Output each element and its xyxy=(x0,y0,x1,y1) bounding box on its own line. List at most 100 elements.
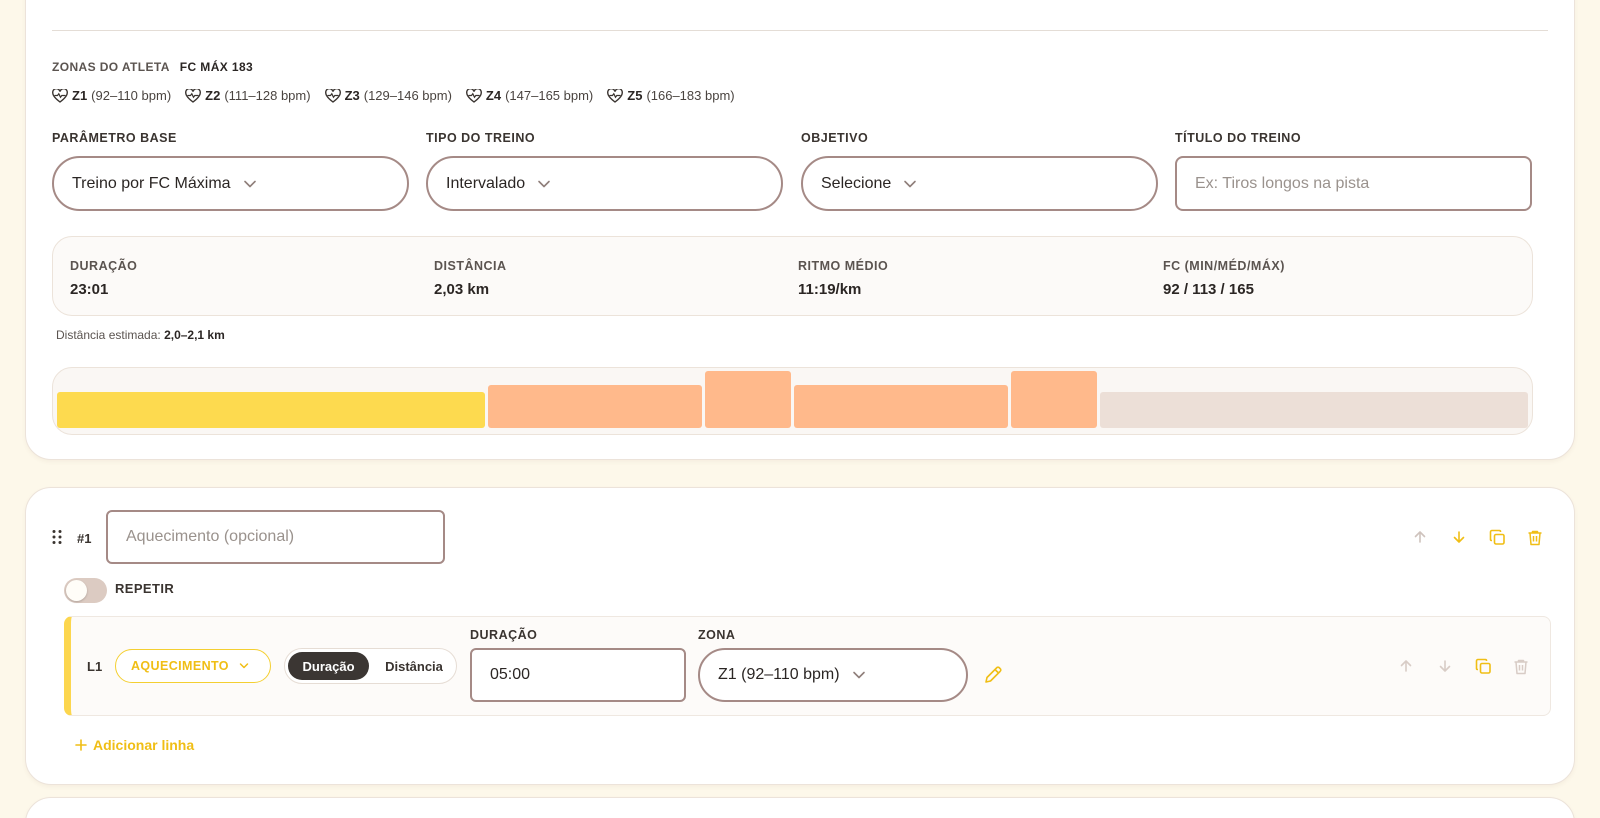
line-duration-label: DURAÇÃO xyxy=(470,628,538,642)
summary-distance-value: 2,03 km xyxy=(434,281,490,298)
timeline-segment-z2 xyxy=(794,385,1009,428)
summary-distance-label: DISTÂNCIA xyxy=(434,259,507,273)
base-param-label: PARÂMETRO BASE xyxy=(52,131,177,145)
workout-title-input[interactable]: Ex: Tiros longos na pista xyxy=(1175,156,1532,211)
delete-button[interactable] xyxy=(1525,527,1545,547)
zone-range: (166–183 bpm) xyxy=(646,88,735,103)
heart-rate-icon xyxy=(324,88,341,103)
zone-code: Z1 xyxy=(72,88,88,103)
repeat-toggle[interactable] xyxy=(64,578,107,603)
workout-title-label: TÍTULO DO TREINO xyxy=(1175,131,1302,145)
mode-duration-option[interactable]: Duração xyxy=(288,652,369,680)
line-id: L1 xyxy=(87,659,103,674)
summary-pace-label: RITMO MÉDIO xyxy=(798,259,889,273)
line-type-select[interactable]: AQUECIMENTO xyxy=(115,649,271,683)
objective-value: Selecione xyxy=(821,174,892,192)
line-duplicate-button[interactable] xyxy=(1473,656,1493,676)
summary-pace: RITMO MÉDIO 11:19/km xyxy=(798,259,888,298)
trash-icon xyxy=(1514,659,1528,674)
workout-type-label: TIPO DO TREINO xyxy=(426,131,536,145)
line-duration-value: 05:00 xyxy=(490,666,531,683)
estimated-distance: Distância estimada: 2,0–2,1 km xyxy=(56,328,225,342)
add-line-label: Adicionar linha xyxy=(93,737,195,753)
plus-icon xyxy=(75,739,87,751)
duplicate-button[interactable] xyxy=(1487,527,1507,547)
line-zone-select[interactable]: Z1 (92–110 bpm) xyxy=(698,648,968,702)
line-duration-input[interactable]: 05:00 xyxy=(470,648,686,702)
objective-label: OBJETIVO xyxy=(801,131,869,145)
add-line-button[interactable]: Adicionar linha xyxy=(75,737,194,753)
timeline-segment-z1 xyxy=(1099,392,1528,428)
toggle-knob xyxy=(66,580,87,601)
zones-list: Z1 (92–110 bpm) Z2 (111–128 bpm) Z3 (129… xyxy=(52,88,735,103)
workout-summary: DURAÇÃO 23:01 DISTÂNCIA 2,03 km RITMO MÉ… xyxy=(52,236,1533,316)
zone-code: Z5 xyxy=(627,88,643,103)
summary-duration: DURAÇÃO 23:01 xyxy=(70,259,137,298)
summary-duration-label: DURAÇÃO xyxy=(70,259,138,273)
block-title-placeholder: Aquecimento (opcional) xyxy=(126,528,295,545)
summary-hr-label: FC (MIN/MÉD/MÁX) xyxy=(1163,259,1285,273)
block-title-input[interactable]: Aquecimento (opcional) xyxy=(106,510,445,564)
summary-duration-value: 23:01 xyxy=(70,281,109,298)
workout-timeline xyxy=(52,367,1533,435)
workout-type-select[interactable]: Intervalado xyxy=(426,156,783,211)
arrow-down-icon xyxy=(1439,660,1451,672)
zone-range: (92–110 bpm) xyxy=(91,88,172,103)
arrow-up-icon xyxy=(1400,660,1412,672)
zone-chip-z4: Z4 (147–165 bpm) xyxy=(466,88,593,103)
drag-handle-icon[interactable] xyxy=(51,529,63,545)
estimated-distance-value: 2,0–2,1 km xyxy=(164,328,225,342)
athlete-zones-label: ZONAS DO ATLETA xyxy=(52,60,170,74)
summary-distance: DISTÂNCIA 2,03 km xyxy=(434,259,507,298)
copy-icon xyxy=(1489,529,1505,545)
heart-rate-icon xyxy=(466,88,482,103)
line-zone-label: ZONA xyxy=(698,628,736,642)
move-down-button[interactable] xyxy=(1449,527,1469,547)
zone-chip-z3: Z3 (129–146 bpm) xyxy=(324,88,452,103)
workout-title-placeholder: Ex: Tiros longos na pista xyxy=(1195,174,1370,192)
objective-select[interactable]: Selecione xyxy=(801,156,1158,211)
zone-range: (147–165 bpm) xyxy=(505,88,594,103)
mode-distance-option[interactable]: Distância xyxy=(385,658,443,674)
copy-icon xyxy=(1475,658,1491,674)
line-zone-value: Z1 (92–110 bpm) xyxy=(718,666,840,683)
zone-chip-z2: Z2 (111–128 bpm) xyxy=(185,88,311,103)
workout-type-value: Intervalado xyxy=(446,174,526,192)
chevron-down-icon xyxy=(538,180,550,187)
zone-range: (111–128 bpm) xyxy=(224,88,311,103)
divider xyxy=(52,30,1548,31)
timeline-segment-z1 xyxy=(57,392,486,428)
block-number: #1 xyxy=(77,531,92,546)
next-block-card xyxy=(25,797,1575,818)
base-param-value: Treino por FC Máxima xyxy=(72,174,231,192)
trash-icon xyxy=(1528,530,1542,545)
arrow-up-icon xyxy=(1414,531,1426,543)
chevron-down-icon xyxy=(852,671,865,679)
timeline-segment-z2 xyxy=(488,385,703,428)
line-type-value: AQUECIMENTO xyxy=(131,659,229,673)
repeat-label: REPETIR xyxy=(115,581,175,596)
line-move-up-button[interactable] xyxy=(1396,656,1416,676)
estimated-distance-label: Distância estimada: xyxy=(56,328,161,342)
chevron-down-icon xyxy=(243,180,256,187)
heart-rate-icon xyxy=(52,88,68,103)
timeline-segment-z4 xyxy=(1011,371,1097,428)
zone-chip-z1: Z1 (92–110 bpm) xyxy=(52,88,171,103)
zone-range: (129–146 bpm) xyxy=(363,88,452,103)
base-param-select[interactable]: Treino por FC Máxima xyxy=(52,156,409,211)
arrow-down-icon xyxy=(1453,531,1465,543)
chevron-down-icon xyxy=(239,663,249,669)
summary-hr-value: 92 / 113 / 165 xyxy=(1163,281,1254,298)
line-move-down-button[interactable] xyxy=(1435,656,1455,676)
zone-code: Z3 xyxy=(344,88,360,103)
line-delete-button[interactable] xyxy=(1511,656,1531,676)
move-up-button[interactable] xyxy=(1410,527,1430,547)
zone-code: Z4 xyxy=(485,88,502,103)
zone-code: Z2 xyxy=(205,88,221,103)
summary-hr: FC (MIN/MÉD/MÁX) 92 / 113 / 165 xyxy=(1163,259,1285,298)
zone-chip-z5: Z5 (166–183 bpm) xyxy=(607,88,735,103)
heart-rate-icon xyxy=(185,88,202,103)
pencil-icon[interactable] xyxy=(983,665,1003,685)
chevron-down-icon xyxy=(904,180,917,187)
fc-max-value: FC MÁX 183 xyxy=(179,60,254,74)
